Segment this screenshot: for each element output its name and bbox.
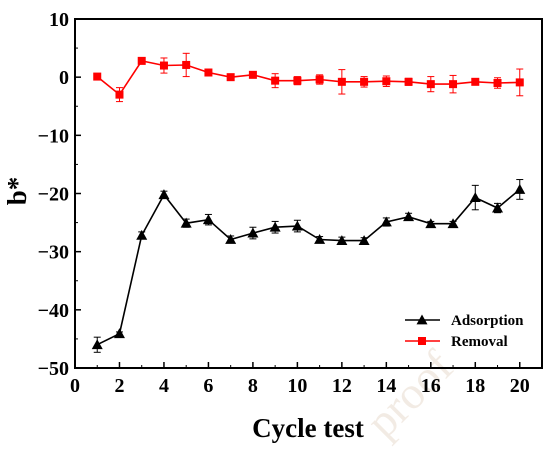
x-tick-label: 6 [203, 375, 213, 397]
removal-point [248, 70, 257, 79]
y-tick-label: −50 [38, 358, 69, 380]
adsorption-point [403, 211, 415, 222]
adsorption-point [514, 183, 526, 194]
adsorption-point [358, 235, 370, 246]
removal-point [226, 73, 235, 82]
removal-point [182, 60, 191, 69]
adsorption-legend-marker [416, 314, 428, 325]
removal-point [426, 80, 435, 89]
removal-point [159, 61, 168, 70]
y-tick-label: −40 [38, 300, 69, 322]
removal-point [449, 80, 458, 89]
series-layer [91, 52, 526, 353]
removal-legend-marker [418, 337, 426, 345]
x-axis-title: Cycle test [252, 413, 364, 443]
removal-point [337, 77, 346, 86]
y-tick-label: 0 [59, 67, 69, 89]
adsorption-point [247, 227, 259, 238]
adsorption-point [113, 328, 125, 339]
adsorption-point [291, 220, 303, 231]
x-tick-label: 16 [421, 375, 441, 397]
watermark: proof [356, 340, 463, 447]
adsorption-point [336, 235, 348, 246]
adsorption-point [202, 214, 214, 225]
y-tick-label: −30 [38, 242, 69, 264]
removal-series [93, 52, 524, 103]
removal-point [271, 76, 280, 85]
removal-point [315, 75, 324, 84]
x-tick-label: 4 [159, 375, 169, 397]
adsorption-legend-label: Adsorption [451, 313, 524, 329]
adsorption-point [269, 221, 281, 232]
y-tick-label: −10 [38, 125, 69, 147]
adsorption-series [91, 179, 526, 353]
legend: Adsorption Removal [405, 313, 524, 350]
removal-point [360, 77, 369, 86]
removal-point [137, 56, 146, 65]
removal-point [204, 68, 213, 77]
y-tick-label: −20 [38, 184, 69, 206]
removal-point [115, 90, 124, 99]
adsorption-point [91, 339, 103, 350]
removal-point [293, 76, 302, 85]
x-tick-label: 12 [332, 375, 352, 397]
y-axis-title: b* [2, 177, 32, 206]
removal-point [493, 78, 502, 87]
removal-point [93, 72, 102, 81]
y-tick-label: 10 [49, 9, 69, 31]
adsorption-point [225, 233, 237, 244]
x-tick-label: 10 [287, 375, 307, 397]
adsorption-point [380, 216, 392, 227]
removal-point [404, 77, 413, 86]
removal-point [382, 77, 391, 86]
x-tick-label: 2 [114, 375, 124, 397]
adsorption-point [158, 189, 170, 200]
adsorption-point [180, 217, 192, 228]
x-tick-label: 14 [376, 375, 396, 397]
adsorption-point [425, 218, 437, 229]
adsorption-point [469, 192, 481, 202]
x-tick-label: 0 [70, 375, 80, 397]
adsorption-point [447, 218, 459, 229]
x-tick-label: 20 [510, 375, 530, 397]
adsorption-point [136, 229, 148, 240]
adsorption-line [96, 188, 521, 346]
removal-point [515, 78, 524, 87]
x-tick-label: 8 [248, 375, 258, 397]
removal-point [471, 77, 480, 86]
removal-legend-label: Removal [451, 334, 508, 350]
x-tick-label: 18 [465, 375, 485, 397]
adsorption-point [492, 202, 504, 213]
adsorption-point [314, 233, 326, 244]
axis-layer: 0 2 4 6 8 10 12 14 16 18 20 10 0 −10 −20 −30 −40 −50 [38, 9, 543, 397]
